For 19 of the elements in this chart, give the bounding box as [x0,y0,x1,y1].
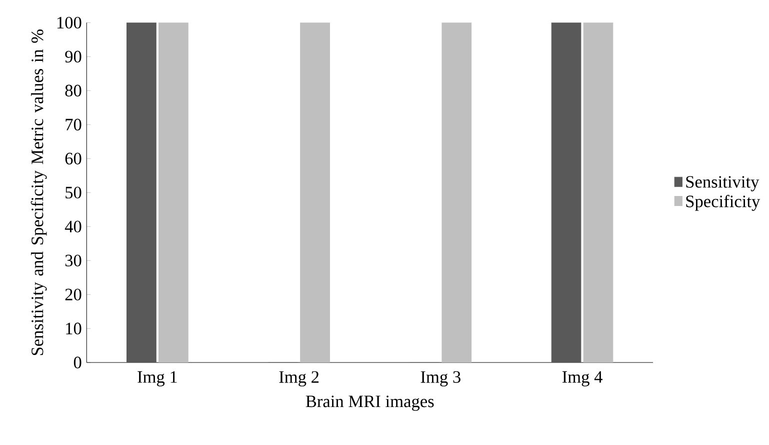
y-tick-label: 0 [74,356,82,368]
y-tick-label: 80 [65,84,82,96]
x-tick-label: Img 2 [279,371,319,386]
y-tick-label: 30 [65,254,82,266]
y-tick-label: 90 [65,50,82,62]
y-tick-label: 50 [66,186,82,198]
x-axis-title: Brain MRI images [306,396,434,411]
x-tick-label: Img 1 [138,371,177,386]
y-tick-label: 10 [66,322,82,334]
x-tick-label: Img 3 [420,371,460,386]
y-axis-title: Sensitivity and Specificity Metric values in % [30,29,47,355]
y-tick-label: 40 [64,220,82,232]
legend-label: Specificity [686,194,760,211]
y-tick-label: 20 [65,288,82,300]
y-tick-label: 70 [66,118,82,130]
y-tick-label: 100 [57,16,82,28]
y-tick-label: 60 [65,152,82,164]
legend-label: Sensitivity [686,176,760,192]
x-tick-label: Img 4 [562,371,602,386]
